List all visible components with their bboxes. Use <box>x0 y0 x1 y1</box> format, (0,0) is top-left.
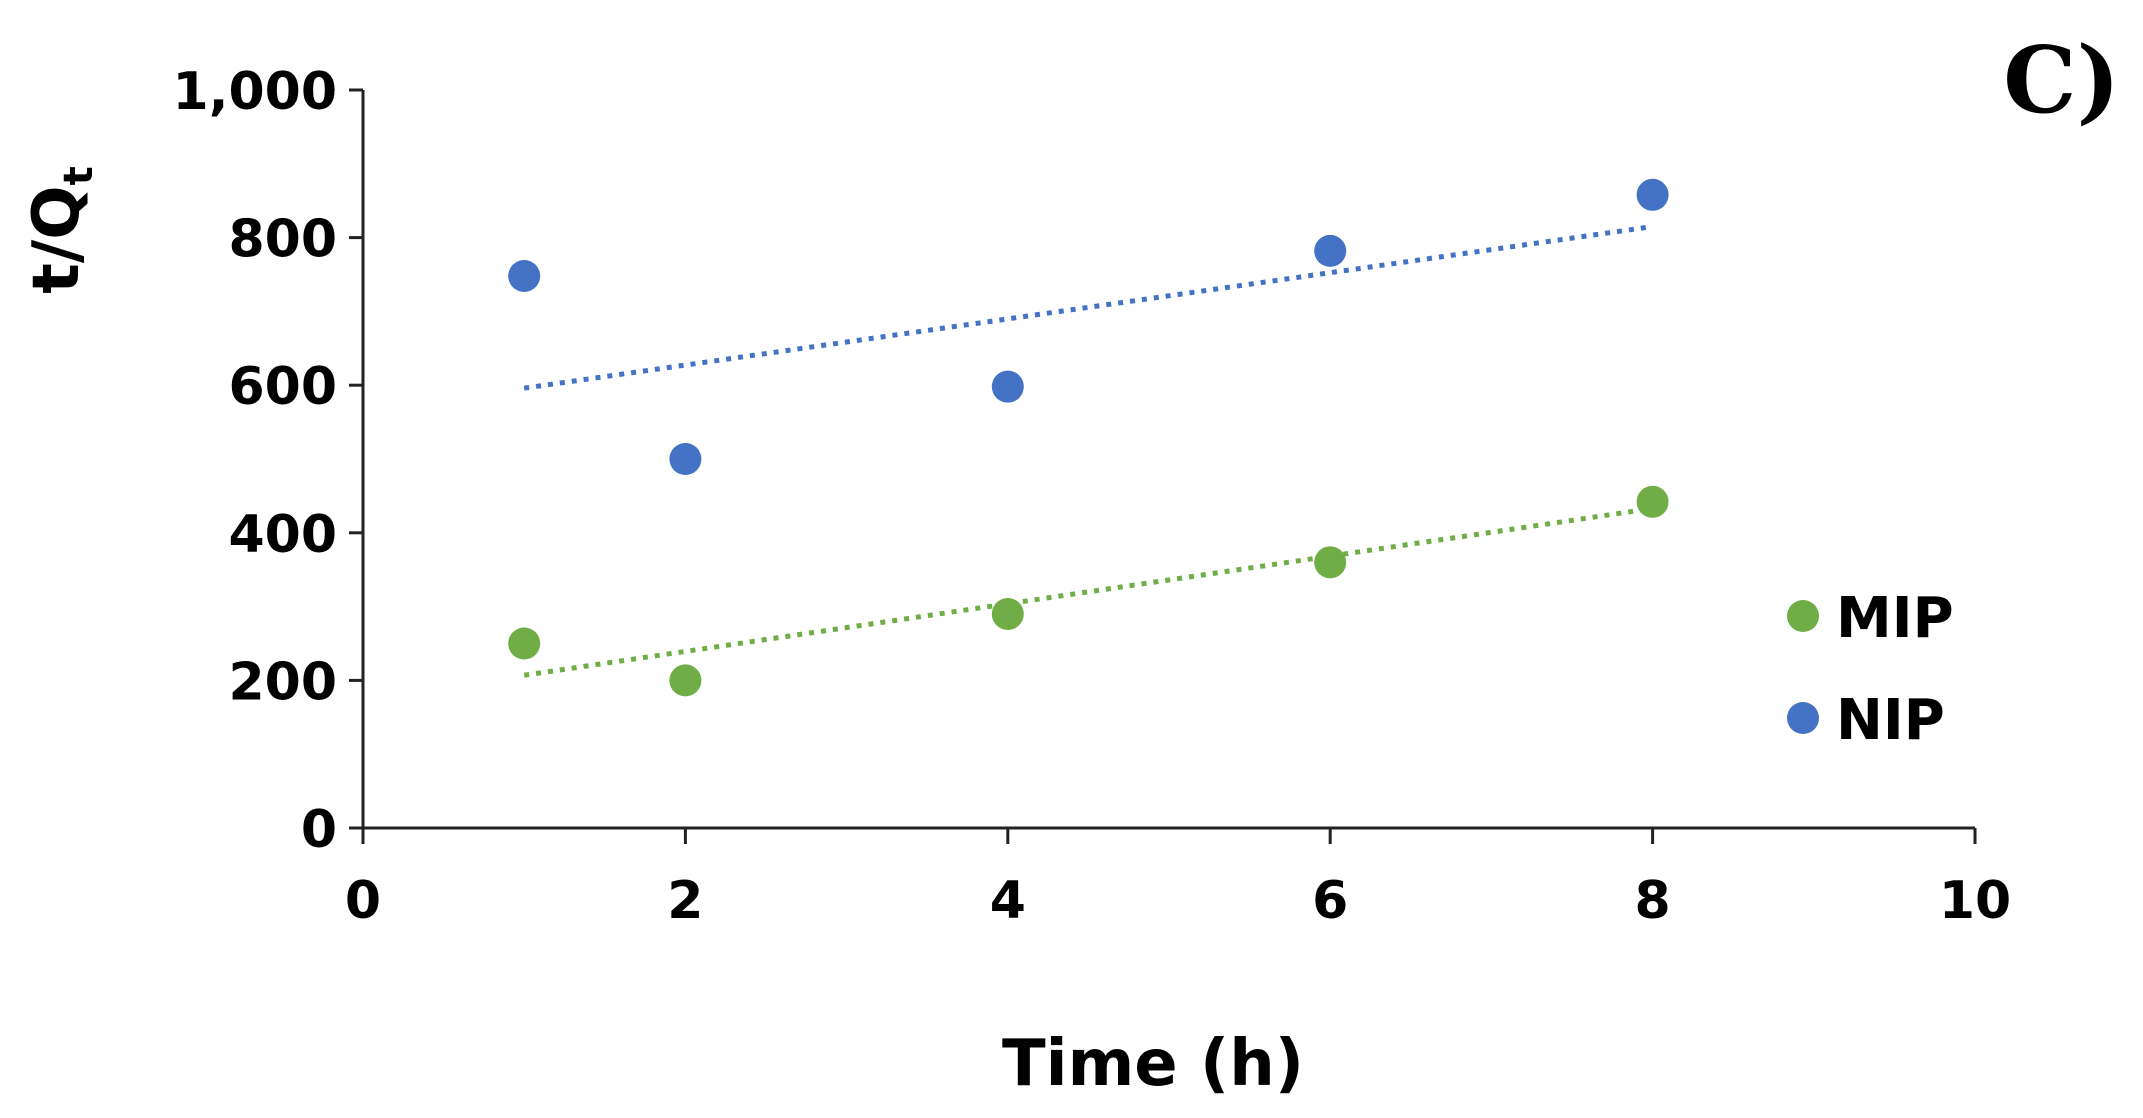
trendline-mip <box>523 505 1653 678</box>
data-points <box>508 178 1669 697</box>
y-tick-label: 1,000 <box>173 62 337 122</box>
x-tick-label: 4 <box>990 871 1026 931</box>
x-tick-label: 6 <box>1312 871 1348 931</box>
data-point-nip <box>508 259 541 292</box>
legend-marker-nip <box>1787 702 1819 734</box>
x-tick-label: 10 <box>1939 871 2011 931</box>
panel-label: C) <box>2003 26 2120 134</box>
axes: 0 200 400 600 800 1,000 0 2 4 6 8 10 <box>173 62 2012 931</box>
legend-marker-mip <box>1787 600 1819 632</box>
y-axis-title-subscript: t <box>56 166 102 185</box>
x-tick-label: 0 <box>345 871 381 931</box>
data-point-nip <box>1636 178 1669 211</box>
data-point-mip <box>508 627 541 660</box>
data-point-mip <box>1636 485 1669 518</box>
legend-label-nip: NIP <box>1836 688 1945 753</box>
trendlines <box>523 224 1653 678</box>
legend: MIP NIP <box>1787 586 1954 753</box>
data-point-nip <box>991 370 1024 403</box>
x-tick-label: 2 <box>667 871 703 931</box>
x-axis-title: Time (h) <box>1002 1027 1304 1101</box>
data-point-mip <box>991 597 1024 630</box>
trendline-nip <box>523 224 1653 391</box>
y-axis-title-main: t/Q <box>20 185 94 293</box>
data-point-mip <box>1314 546 1347 579</box>
y-tick-label: 400 <box>228 505 337 565</box>
x-tick-label: 8 <box>1635 871 1671 931</box>
data-point-nip <box>669 443 702 475</box>
y-tick-label: 0 <box>301 800 337 860</box>
y-tick-label: 800 <box>228 210 337 270</box>
data-point-mip <box>669 664 702 697</box>
y-tick-label: 200 <box>228 652 337 712</box>
legend-label-mip: MIP <box>1836 586 1954 651</box>
data-point-nip <box>1314 234 1347 267</box>
y-tick-label: 600 <box>228 357 337 417</box>
y-axis-title: t/Qt <box>20 166 102 294</box>
